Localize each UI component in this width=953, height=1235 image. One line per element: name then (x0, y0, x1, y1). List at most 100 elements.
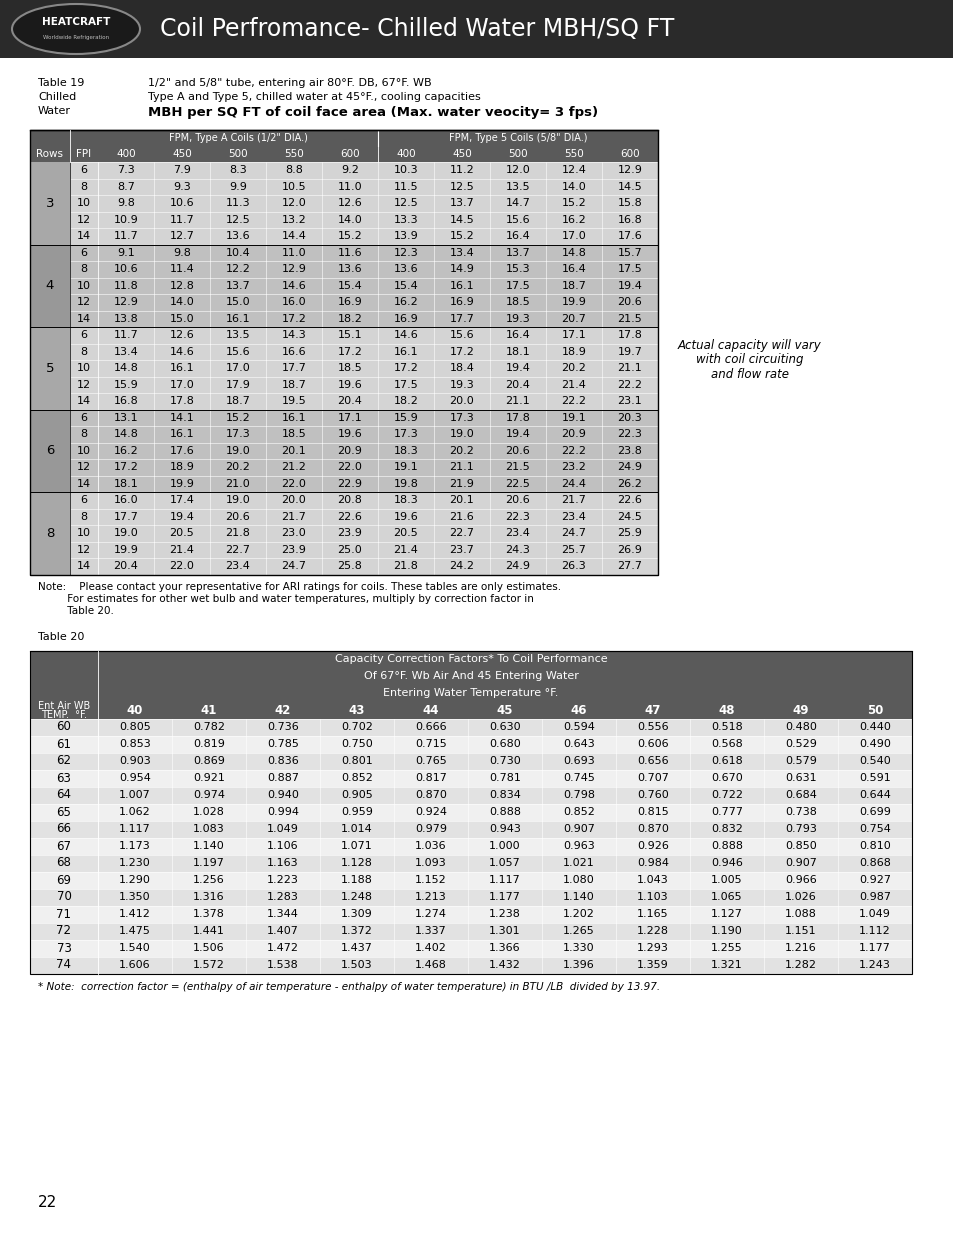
Text: 20.9: 20.9 (561, 430, 586, 440)
Text: 20.2: 20.2 (449, 446, 474, 456)
Text: 0.684: 0.684 (784, 790, 816, 800)
Text: 13.5: 13.5 (226, 330, 250, 341)
Text: 1.080: 1.080 (562, 876, 595, 885)
Text: 1.062: 1.062 (119, 806, 151, 818)
Text: 69: 69 (56, 873, 71, 887)
Text: 12.9: 12.9 (113, 298, 138, 308)
Text: 19.4: 19.4 (505, 430, 530, 440)
Text: 0.760: 0.760 (637, 790, 668, 800)
Text: 49: 49 (792, 704, 808, 716)
Text: 19.3: 19.3 (449, 379, 474, 390)
Text: 450: 450 (452, 149, 472, 159)
Text: 1.412: 1.412 (119, 909, 151, 919)
Bar (98, 651, 911, 701)
Text: 24.4: 24.4 (561, 479, 586, 489)
Bar (30, 752, 911, 769)
Text: 17.7: 17.7 (281, 363, 306, 373)
Text: 16.9: 16.9 (337, 298, 362, 308)
Text: 10.4: 10.4 (226, 248, 250, 258)
Bar (30, 492, 70, 574)
Text: 8: 8 (46, 527, 54, 540)
Text: 9.3: 9.3 (172, 182, 191, 191)
Text: 17.5: 17.5 (617, 264, 641, 274)
Text: 19.0: 19.0 (226, 495, 250, 505)
Bar (30, 923, 911, 940)
Text: 12.8: 12.8 (170, 280, 194, 290)
Text: 11.8: 11.8 (113, 280, 138, 290)
Text: 8.3: 8.3 (229, 165, 247, 175)
Text: 0.887: 0.887 (267, 773, 298, 783)
Text: 1.506: 1.506 (193, 944, 225, 953)
Text: 0.852: 0.852 (341, 773, 373, 783)
Text: 24.9: 24.9 (505, 561, 530, 572)
Text: 17.3: 17.3 (449, 412, 474, 422)
Text: 0.699: 0.699 (858, 806, 890, 818)
Text: 12.7: 12.7 (170, 231, 194, 241)
Text: 16.9: 16.9 (449, 298, 474, 308)
Text: 50: 50 (866, 704, 882, 716)
Text: 23.7: 23.7 (449, 545, 474, 555)
Text: 21.1: 21.1 (449, 462, 474, 472)
Text: 73: 73 (56, 941, 71, 955)
Text: 18.5: 18.5 (505, 298, 530, 308)
Text: 16.9: 16.9 (394, 314, 418, 324)
Text: 1.128: 1.128 (341, 858, 373, 868)
Text: 1.309: 1.309 (341, 909, 373, 919)
Text: 16.4: 16.4 (505, 231, 530, 241)
Text: 1.165: 1.165 (637, 909, 668, 919)
Text: 1.223: 1.223 (267, 876, 298, 885)
Text: 17.8: 17.8 (617, 330, 641, 341)
Text: 65: 65 (56, 805, 71, 819)
Text: 0.540: 0.540 (859, 756, 890, 766)
Bar (0, 0, 953, 58)
Text: 12.5: 12.5 (449, 182, 474, 191)
Text: 0.722: 0.722 (710, 790, 742, 800)
Bar (70, 162, 658, 179)
Text: 1.283: 1.283 (267, 892, 298, 902)
Text: 1.290: 1.290 (119, 876, 151, 885)
Text: 21.4: 21.4 (170, 545, 194, 555)
Text: 1.359: 1.359 (637, 960, 668, 969)
Text: 13.6: 13.6 (226, 231, 250, 241)
Bar (30, 905, 911, 923)
Text: 20.1: 20.1 (449, 495, 474, 505)
Text: 1.350: 1.350 (119, 892, 151, 902)
Text: 0.594: 0.594 (562, 722, 595, 732)
Text: 16.1: 16.1 (226, 314, 250, 324)
Text: 0.707: 0.707 (637, 773, 668, 783)
Text: 14.6: 14.6 (170, 347, 194, 357)
Text: 1.238: 1.238 (489, 909, 520, 919)
Text: 14.4: 14.4 (281, 231, 306, 241)
Text: 17.2: 17.2 (394, 363, 418, 373)
Text: TEMP.  °F.: TEMP. °F. (41, 710, 87, 720)
Text: 0.943: 0.943 (489, 824, 520, 834)
Text: 20.5: 20.5 (394, 529, 418, 538)
Text: 11.0: 11.0 (281, 248, 306, 258)
Text: 14.0: 14.0 (337, 215, 362, 225)
Text: 47: 47 (644, 704, 660, 716)
Text: 0.702: 0.702 (341, 722, 373, 732)
Text: 0.868: 0.868 (858, 858, 890, 868)
Text: 1.402: 1.402 (415, 944, 446, 953)
Text: 23.2: 23.2 (561, 462, 586, 472)
Text: 20.2: 20.2 (225, 462, 251, 472)
Text: 6: 6 (80, 248, 88, 258)
Text: 25.0: 25.0 (337, 545, 362, 555)
Text: 0.850: 0.850 (784, 841, 816, 851)
Text: 16.0: 16.0 (113, 495, 138, 505)
Text: 12: 12 (77, 545, 91, 555)
Text: 0.966: 0.966 (784, 876, 816, 885)
Bar (70, 475, 658, 492)
Text: 8: 8 (80, 264, 88, 274)
Text: 22.0: 22.0 (170, 561, 194, 572)
Text: 5: 5 (46, 362, 54, 374)
Text: 1.366: 1.366 (489, 944, 520, 953)
Text: 17.5: 17.5 (394, 379, 418, 390)
Text: Chilled: Chilled (38, 91, 76, 103)
Text: 66: 66 (56, 823, 71, 836)
Text: 45: 45 (497, 704, 513, 716)
Bar (30, 410, 70, 492)
Text: 19.4: 19.4 (170, 511, 194, 521)
Text: 21.8: 21.8 (225, 529, 251, 538)
Bar (30, 956, 911, 973)
